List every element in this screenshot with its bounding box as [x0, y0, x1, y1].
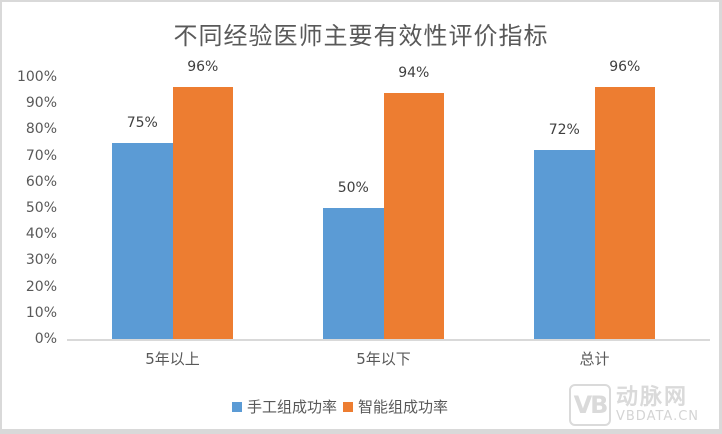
x-category-label: 5年以上	[145, 350, 200, 368]
legend-item-manual: 手工组成功率	[232, 396, 337, 417]
x-category-label: 总计	[579, 350, 610, 368]
data-label: 96%	[187, 59, 219, 76]
frame-border-top	[0, 0, 722, 2]
y-tick-label: 90%	[25, 95, 57, 112]
bar-smart	[594, 87, 655, 339]
data-label: 50%	[337, 180, 369, 196]
data-label: 96%	[609, 59, 641, 76]
legend-label: 智能组成功率	[358, 398, 449, 416]
frame-border-right	[719, 0, 722, 434]
y-tick-label: 10%	[25, 304, 57, 321]
y-tick-label: 70%	[25, 147, 57, 164]
y-tick-label: 100%	[16, 69, 57, 85]
legend-item-smart: 智能组成功率	[343, 396, 448, 417]
bar-manual	[534, 150, 595, 339]
y-tick-label: 20%	[25, 278, 57, 295]
legend-swatch-orange	[343, 401, 354, 412]
legend: 手工组成功率 智能组成功率	[232, 396, 454, 417]
legend-label: 手工组成功率	[247, 398, 338, 416]
watermark-en: VBDATA.CN	[616, 409, 700, 424]
frame-border-left	[0, 0, 2, 434]
bar-smart	[383, 92, 444, 339]
x-category-label: 5年以下	[356, 350, 411, 368]
y-tick-label: 30%	[25, 252, 57, 269]
y-tick-label: 80%	[25, 121, 57, 138]
watermark-logo-icon: VB	[569, 384, 611, 426]
x-axis-line	[67, 339, 710, 341]
data-label: 72%	[548, 122, 580, 139]
data-label: 75%	[126, 114, 158, 131]
chart-title: 不同经验医师主要有效性评价指标	[173, 22, 549, 50]
y-tick-label: 60%	[25, 173, 57, 190]
legend-swatch-blue	[232, 401, 242, 412]
y-tick-label: 0%	[34, 331, 57, 347]
y-tick-label: 50%	[25, 200, 57, 216]
watermark: VB 动脉网 VBDATA.CN	[569, 384, 699, 426]
bar-manual	[323, 208, 384, 339]
data-label: 94%	[398, 64, 430, 81]
y-tick-label: 40%	[25, 226, 57, 243]
bar-smart	[172, 87, 233, 339]
frame-border-bottom	[0, 429, 722, 434]
bar-manual	[112, 142, 173, 339]
watermark-cn: 动脉网	[616, 385, 689, 410]
